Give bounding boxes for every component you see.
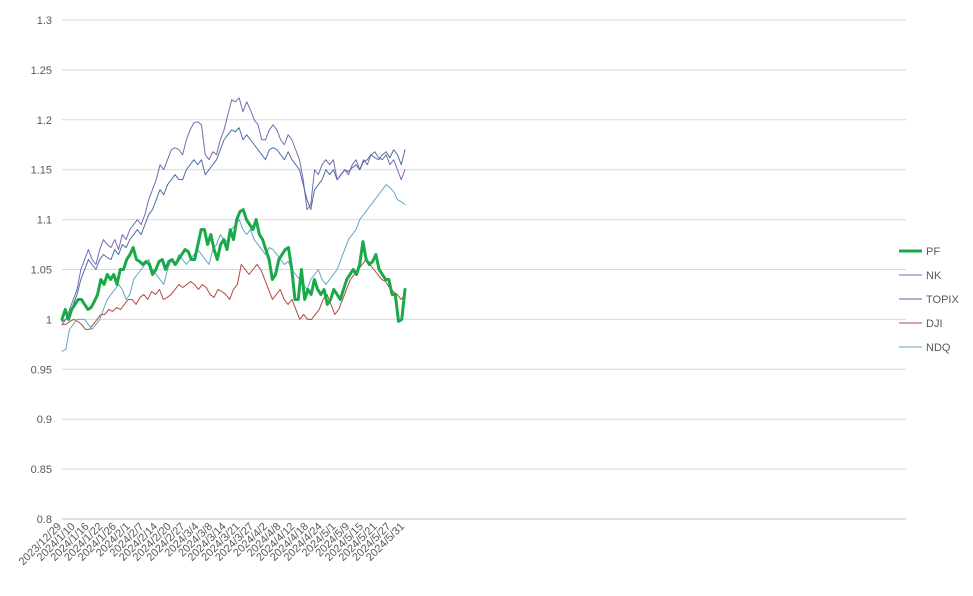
series-line-dji: [61, 259, 406, 330]
series-line-nk: [61, 97, 406, 325]
y-tick-label: 1: [46, 314, 52, 326]
series-line-topix: [61, 127, 406, 322]
y-tick-label: 0.9: [37, 414, 52, 426]
y-tick-label: 1.05: [31, 265, 52, 277]
legend-label-pf: PF: [926, 246, 940, 258]
y-tick-label: 0.8: [37, 514, 52, 526]
gridlines: [62, 19, 906, 520]
x-axis: 2023/12/292024/1/102024/1/162024/1/22202…: [17, 518, 906, 568]
legend-label-ndq: NDQ: [926, 342, 951, 354]
series-line-ndq: [61, 184, 406, 352]
series-lines: [60, 97, 407, 352]
y-tick-label: 1.25: [31, 65, 52, 77]
legend-label-topix: TOPIX: [926, 294, 959, 306]
y-tick-label: 0.85: [31, 464, 52, 476]
series-line-pf: [60, 208, 407, 323]
legend: PF NK TOPIX DJI NDQ: [899, 246, 959, 354]
legend-label-nk: NK: [926, 270, 942, 282]
y-tick-label: 1.3: [37, 15, 52, 27]
legend-label-dji: DJI: [926, 318, 943, 330]
y-tick-label: 1.15: [31, 165, 52, 177]
y-tick-label: 1.1: [37, 215, 52, 227]
y-axis: 0.8 0.85 0.9 0.95 1 1.05 1.1 1.15 1.2 1.25 1.3: [31, 15, 52, 526]
y-tick-label: 1.2: [37, 115, 52, 127]
y-tick-label: 0.95: [31, 364, 52, 376]
